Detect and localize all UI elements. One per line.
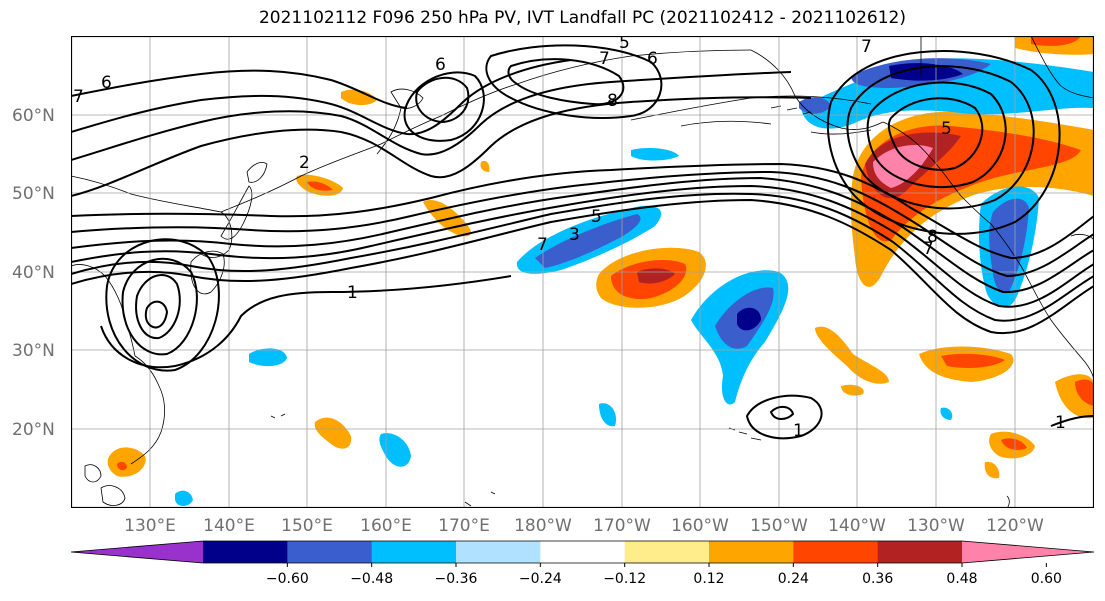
contour-label: 6 [647,49,658,69]
lon-label: 150°E [281,516,333,536]
lat-label: 50°N [12,184,55,204]
colorbar-extend-low [71,541,203,563]
lon-label: 120°W [986,516,1044,536]
lat-labels: 60°N 50°N 40°N 30°N 20°N [12,106,55,440]
colorbar-swatch [709,541,794,563]
lat-label: 60°N [12,106,55,126]
colorbar-tick-label: −0.60 [266,571,309,587]
lon-label: 150°W [750,516,808,536]
colorbar-swatch [540,541,626,563]
contour-label: 5 [619,36,630,53]
contour-label: 8 [607,91,618,111]
contour-label: 7 [861,37,872,57]
map-title: 2021102112 F096 250 hPa PV, IVT Landfall… [258,8,906,28]
contour-label: 7 [73,87,84,107]
lon-label: 170°W [593,516,651,536]
lat-label: 30°N [12,341,55,361]
contour-label: 8 [927,227,938,247]
lat-label: 40°N [12,263,55,283]
colorbar-swatch [287,541,373,563]
lon-label: 140°E [203,516,255,536]
lon-label: 130°W [907,516,965,536]
contour-label: 1 [347,283,358,303]
map-panel: 1 1 1 2 5 5 6 6 6 7 7 7 7 7 8 8 3 5 [71,36,1094,508]
contour-label: 2 [299,153,310,173]
colorbar-tick-label: 0.48 [946,571,977,587]
colorbar-swatch [456,541,541,563]
colorbar-tick-label: 0.36 [862,571,893,587]
colorbar-ticks: −0.60 −0.48 −0.36 −0.24 −0.12 0.12 0.24 0.36 0.4… [266,563,1062,587]
colorbar-swatch [877,541,963,563]
lon-label: 160°E [360,516,412,536]
contour-label: 5 [591,207,602,227]
colorbar-tick-label: −0.24 [519,571,562,587]
colorbar-tick-label: −0.12 [603,571,646,587]
colorbar-swatch [203,541,288,563]
pv-contours [71,44,1094,440]
colorbar-swatch [624,541,710,563]
colorbar-extend-high [962,541,1094,563]
lon-label: 140°W [828,516,886,536]
lon-label: 170°E [438,516,490,536]
colorbar-tick-label: 0.24 [778,571,809,587]
colorbar-tick-label: 0.60 [1031,571,1062,587]
contour-label: 6 [435,55,446,75]
contour-label: 1 [1055,413,1066,433]
contour-label: 3 [569,225,580,245]
lon-label: 130°E [124,516,176,536]
colorbar-outline [70,540,1095,564]
colorbar-swatches [70,540,1095,564]
contour-labels: 1 1 1 2 5 5 6 6 6 7 7 7 7 7 8 8 3 5 [73,36,1066,441]
contour-label: 6 [101,73,112,93]
contour-label: 7 [537,235,548,255]
lat-label: 20°N [12,420,55,440]
lon-label: 160°W [671,516,729,536]
lon-labels: 130°E 140°E 150°E 160°E 170°E 180°W 170°… [124,516,1044,536]
contour-label: 1 [793,421,804,441]
contour-label: 7 [599,49,610,69]
colorbar-tick-label: −0.36 [435,571,478,587]
colorbar-swatch [793,541,879,563]
colorbar-swatch [371,541,457,563]
colorbar-tick-label: −0.48 [350,571,393,587]
colorbar-tick-label: 0.12 [693,571,724,587]
lon-label: 180°W [514,516,572,536]
contour-label: 5 [941,119,952,139]
contour-label: 7 [923,239,934,259]
